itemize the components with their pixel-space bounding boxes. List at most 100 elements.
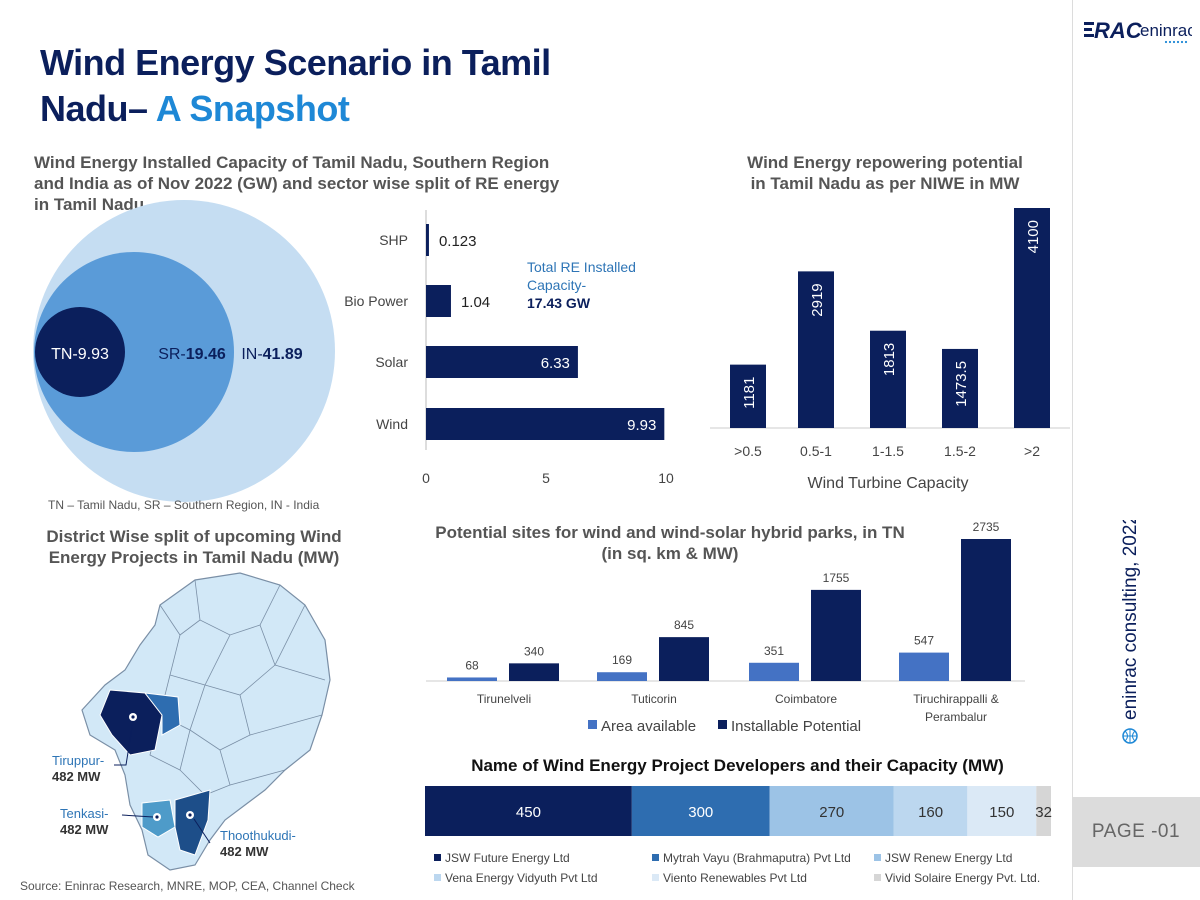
re-split-value-label: 6.33 (541, 355, 570, 372)
sites-bar (899, 652, 949, 681)
in-label: IN-41.89 (241, 346, 302, 363)
sites-title-line2: (in sq. km & MW) (601, 544, 739, 563)
re-split-value-label: 9.93 (627, 417, 656, 434)
re-split-category-label: Bio Power (344, 293, 408, 309)
sites-title-line1: Potential sites for wind and wind-solar … (435, 523, 905, 542)
developer-legend-label: JSW Future Energy Ltd (445, 851, 570, 865)
location-pin-icon (186, 811, 194, 819)
repower-chart: 1181 >0.5 2919 0.5-1 1813 1-1.5 1473.5 1.5-2 410… (710, 208, 1070, 492)
globe-icon (1122, 728, 1138, 744)
re-split-category-label: Wind (376, 416, 408, 432)
sites-legend: Area available Installable Potential (588, 718, 861, 735)
sites-bar (597, 672, 647, 681)
circles-title-line1: Wind Energy Installed Capacity of Tamil … (34, 153, 550, 172)
tiruppur-leader-line (114, 720, 134, 766)
sites-chart: 68 340 Tirunelveli 169 845 Tuticorin 351 1755 Co… (426, 520, 1025, 735)
developer-value-label: 300 (688, 804, 713, 821)
developers-title: Name of Wind Energy Project Developers a… (471, 756, 1004, 775)
re-split-tick-label: 0 (422, 470, 430, 486)
re-split-bars: SHP 0.123 Bio Power 1.04 Solar 6.33 Wind 9.93 0 5… (344, 224, 674, 486)
circles-section-title: Wind Energy Installed Capacity of Tamil … (34, 152, 594, 215)
developer-legend-swatch (652, 854, 659, 861)
developer-segment (1036, 786, 1051, 836)
sites-bar (749, 662, 799, 681)
logo-eninrac-text: eninrac (1140, 21, 1192, 40)
logo-rac-text: RAC (1094, 18, 1143, 43)
sites-category-label: Tirunelveli (477, 692, 531, 706)
developer-value-label: 450 (516, 804, 541, 821)
tn-label: TN-9.93 (51, 346, 109, 363)
repower-title-line1: Wind Energy repowering potential (747, 153, 1023, 172)
repower-bar (1014, 208, 1050, 428)
sites-bar (447, 677, 497, 681)
sites-value-label: 340 (524, 644, 544, 658)
repower-bar (798, 271, 834, 428)
capacity-circles: TN-9.93 SR-19.46 IN-41.89 (33, 200, 335, 502)
thoothukudi-leader-line (193, 818, 211, 844)
location-pin-icon (153, 813, 161, 821)
thoothukudi-value: 482 MW (220, 844, 269, 859)
map-title-line1: District Wise split of upcoming Wind (46, 527, 342, 546)
developer-legend-label: Viento Renewables Pvt Ltd (663, 871, 807, 885)
sites-category-label: Tiruchirappalli & (913, 692, 999, 706)
re-split-bar (426, 346, 578, 378)
sites-bar (509, 663, 559, 681)
sites-legend-swatch (588, 720, 597, 729)
total-re-line1: Total RE Installed (527, 259, 636, 275)
tiruppur-label: Tiruppur- (52, 753, 104, 768)
vertical-brand-label: eninrac consulting, 2022 (1120, 520, 1141, 720)
sites-value-label: 169 (612, 653, 632, 667)
repower-value-label: 1813 (881, 343, 898, 376)
re-split-category-label: SHP (379, 232, 408, 248)
sites-value-label: 2735 (973, 520, 1000, 534)
re-split-tick-label: 10 (658, 470, 674, 486)
sites-category-label: Perambalur (925, 710, 987, 724)
sites-legend-label: Installable Potential (731, 718, 861, 735)
sites-value-label: 547 (914, 634, 934, 648)
thoothukudi-label: Thoothukudi- (220, 828, 296, 843)
developer-segment (967, 786, 1037, 836)
repower-bars: 1181 >0.5 2919 0.5-1 1813 1-1.5 1473.5 1.5-2 410… (730, 208, 1050, 459)
re-split-tick-label: 5 (542, 470, 550, 486)
repower-category-label: >2 (1024, 443, 1040, 459)
developer-legend-label: Mytrah Vayu (Brahmaputra) Pvt Ltd (663, 851, 851, 865)
repower-value-label: 1473.5 (953, 361, 970, 407)
developers-chart: 450 300 270 160 150 32 JSW Future Energy Ltd M… (425, 786, 1052, 885)
developer-legend-swatch (874, 854, 881, 861)
location-pin-icon (129, 713, 137, 721)
sites-value-label: 845 (674, 618, 694, 632)
sites-legend-swatch (718, 720, 727, 729)
sites-bars: 68 340 Tirunelveli 169 845 Tuticorin 351 1755 Co… (447, 520, 1011, 724)
developer-segment (631, 786, 770, 836)
developer-legend-label: JSW Renew Energy Ltd (885, 851, 1012, 865)
sites-legend-label: Area available (601, 718, 696, 735)
sites-bar (811, 589, 861, 681)
re-split-bar (426, 224, 429, 256)
repower-xlabel: Wind Turbine Capacity (808, 475, 969, 492)
circles-title-line2: and India as of Nov 2022 (GW) and sector… (34, 174, 560, 193)
developer-value-label: 160 (918, 804, 943, 821)
page-number-label: PAGE -01 (1091, 821, 1181, 842)
title-main-text: Nadu– (40, 88, 156, 129)
developer-legend-swatch (434, 854, 441, 861)
map-title-line2: Energy Projects in Tamil Nadu (MW) (48, 548, 340, 567)
re-split-category-label: Solar (375, 354, 408, 370)
repower-category-label: 1-1.5 (872, 443, 904, 459)
sites-section-title: Potential sites for wind and wind-solar … (420, 522, 920, 564)
thoothukudi-district (174, 789, 211, 856)
repower-section-title: Wind Energy repowering potential in Tami… (700, 152, 1070, 194)
sites-category-label: Coimbatore (775, 692, 837, 706)
developers-legend: JSW Future Energy Ltd Mytrah Vayu (Brahma… (434, 851, 1040, 885)
re-split-bar (426, 285, 451, 317)
repower-title-line2: in Tamil Nadu as per NIWE in MW (750, 174, 1020, 193)
developer-legend-swatch (874, 874, 881, 881)
developers-bars: 450 300 270 160 150 32 (425, 786, 1052, 836)
repower-bar (730, 364, 766, 428)
source-note: Source: Eninrac Research, MNRE, MOP, CEA… (20, 879, 355, 893)
logo-dots (1164, 40, 1188, 44)
tenkasi-leader-line (121, 814, 154, 818)
tenkasi-value: 482 MW (60, 822, 109, 837)
southern-region-circle (34, 252, 234, 452)
map-section-title: District Wise split of upcoming Wind Ene… (34, 526, 354, 568)
sites-bar (659, 637, 709, 681)
